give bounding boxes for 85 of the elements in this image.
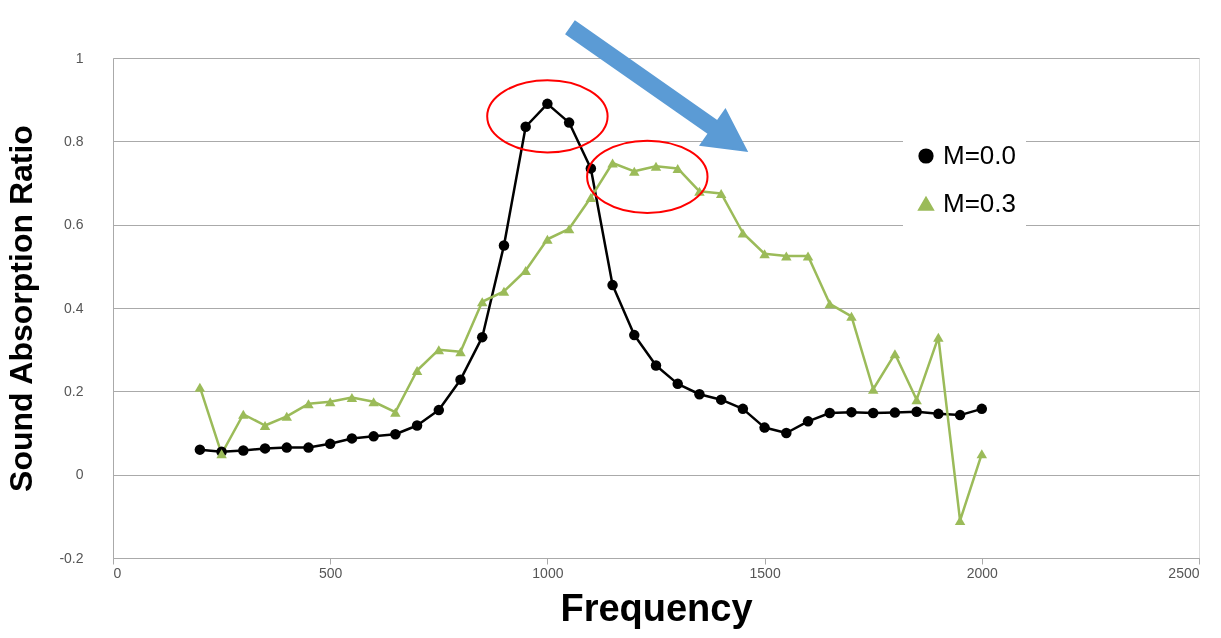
point <box>694 389 705 400</box>
point <box>542 234 553 244</box>
y-tick-label: 0 <box>75 466 84 483</box>
point <box>433 404 445 416</box>
point <box>933 332 944 342</box>
point <box>498 286 510 296</box>
legend-label: M=0.3 <box>943 188 1016 218</box>
point <box>281 442 292 453</box>
point <box>281 411 292 421</box>
point <box>802 416 814 427</box>
point <box>368 397 379 407</box>
point <box>976 403 988 415</box>
point <box>194 444 206 455</box>
point <box>390 407 401 417</box>
point <box>346 393 358 403</box>
point <box>976 449 988 459</box>
point <box>629 329 640 341</box>
point <box>238 445 249 456</box>
point <box>238 409 249 419</box>
point <box>911 395 922 405</box>
point <box>650 360 662 371</box>
y-tick-label: 0.6 <box>64 216 84 233</box>
point <box>259 443 271 454</box>
point <box>824 407 835 419</box>
point <box>867 407 879 419</box>
point <box>368 431 379 442</box>
point <box>455 347 466 357</box>
point <box>781 427 792 439</box>
point <box>585 193 597 203</box>
point <box>846 311 857 321</box>
point <box>324 397 336 407</box>
point <box>520 265 531 276</box>
x-tick-label: 2000 <box>966 564 999 581</box>
point <box>954 409 966 421</box>
point <box>411 420 423 431</box>
point <box>433 345 445 355</box>
point <box>933 408 944 420</box>
point <box>889 407 901 418</box>
point <box>194 382 206 392</box>
y-tick-label: -0.2 <box>59 549 84 566</box>
point <box>889 349 901 359</box>
x-tick-label: 1000 <box>532 564 564 581</box>
y-tick-label: 0.4 <box>64 299 84 316</box>
point <box>715 394 727 405</box>
point <box>759 422 770 433</box>
point <box>477 297 488 307</box>
x-tick-label: 2500 <box>1168 564 1200 581</box>
point <box>477 331 488 343</box>
point <box>737 228 749 238</box>
point <box>563 117 575 128</box>
point <box>411 365 423 376</box>
point <box>650 161 662 171</box>
point <box>390 429 401 440</box>
x-tick-label: 1500 <box>749 564 781 581</box>
point <box>607 279 618 291</box>
point <box>759 249 770 259</box>
point <box>802 251 814 261</box>
x-tick-label: 500 <box>319 564 343 581</box>
point <box>324 438 336 450</box>
point <box>303 399 314 409</box>
point <box>346 433 358 444</box>
point <box>824 299 835 309</box>
y-tick-label: 0.2 <box>64 382 84 399</box>
point <box>846 406 857 418</box>
point <box>455 374 466 385</box>
point <box>607 158 618 168</box>
point <box>303 442 314 453</box>
x-tick-label: 0 <box>113 564 122 581</box>
legend-label: M=0.0 <box>943 140 1016 170</box>
point <box>259 420 271 431</box>
y-tick-label: 1 <box>75 49 84 66</box>
point <box>867 384 879 394</box>
point <box>737 403 749 415</box>
point <box>563 224 575 234</box>
y-tick-label: 0.8 <box>64 132 84 149</box>
point <box>542 98 553 110</box>
point <box>715 188 727 198</box>
point <box>498 240 510 251</box>
y-axis-title: Sound Absorption Ratio <box>3 125 40 492</box>
point <box>911 406 922 417</box>
point <box>629 166 640 176</box>
point <box>520 121 531 132</box>
point <box>672 163 683 173</box>
point <box>672 378 683 390</box>
x-axis-title: Frequency <box>560 586 753 629</box>
